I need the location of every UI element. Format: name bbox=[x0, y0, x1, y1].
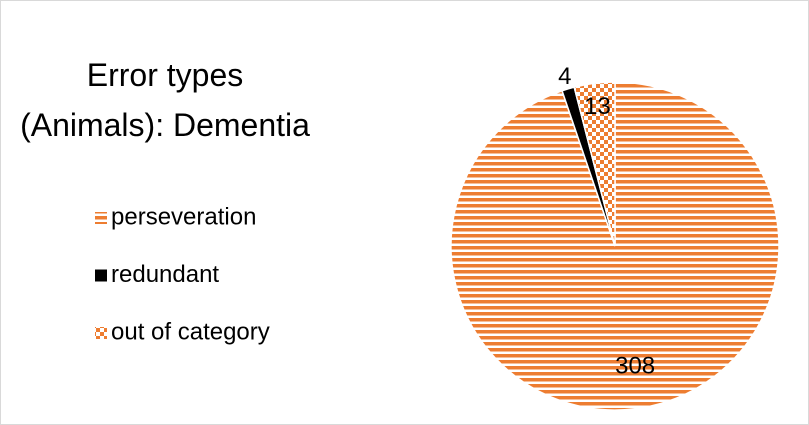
legend-marker bbox=[95, 212, 107, 224]
legend-label: perseveration bbox=[111, 203, 256, 230]
legend-label: redundant bbox=[111, 261, 219, 288]
data-label: 308 bbox=[615, 353, 655, 380]
legend-marker bbox=[95, 269, 107, 282]
pie-slice bbox=[573, 81, 616, 247]
chart-title: Error types (Animals): Dementia bbox=[20, 57, 310, 143]
pie-slice bbox=[450, 81, 780, 411]
legend-label: out of category bbox=[111, 318, 270, 345]
data-label: 4 bbox=[558, 63, 571, 90]
data-label: 13 bbox=[584, 93, 611, 120]
legend-marker bbox=[95, 327, 107, 339]
